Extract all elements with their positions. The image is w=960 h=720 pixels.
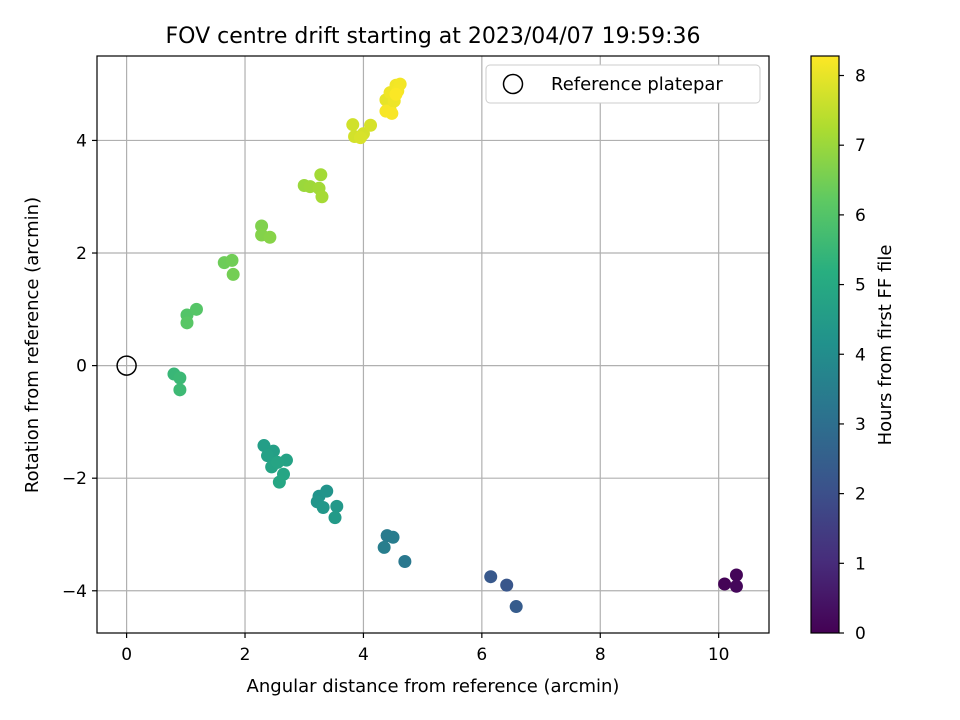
x-tick-label: 6 — [476, 645, 487, 665]
data-point — [330, 499, 344, 513]
colorbar-tick-label: 1 — [855, 554, 866, 574]
y-tick-label: 0 — [76, 357, 87, 377]
data-point — [180, 316, 194, 330]
data-point — [346, 118, 360, 132]
colorbar-label: Hours from first FF file — [875, 245, 896, 446]
data-point — [500, 578, 514, 592]
legend: Reference platepar — [485, 64, 761, 104]
data-point — [189, 302, 203, 316]
data-point — [729, 568, 743, 582]
x-tick-label: 2 — [240, 645, 251, 665]
data-point — [729, 579, 743, 593]
reference-platepar-marker — [116, 355, 137, 376]
colorbar-tick-label: 8 — [855, 67, 866, 87]
data-point — [173, 383, 187, 397]
y-axis-ticks: −4 −2 0 2 4 — [62, 131, 97, 602]
data-point — [261, 449, 275, 463]
data-point — [718, 577, 732, 591]
data-point — [377, 540, 391, 554]
x-tick-label: 0 — [121, 645, 132, 665]
y-tick-label: 2 — [76, 244, 87, 264]
colorbar-tick-label: 4 — [855, 345, 866, 365]
legend-reference-label: Reference platepar — [551, 74, 723, 95]
data-point — [255, 219, 269, 233]
colorbar-tick-label: 7 — [855, 136, 866, 156]
data-point — [353, 131, 367, 145]
data-point — [509, 600, 523, 614]
data-point — [484, 570, 498, 584]
x-tick-label: 10 — [708, 645, 730, 665]
data-point — [316, 500, 330, 514]
data-point — [314, 168, 328, 182]
legend-box — [485, 64, 761, 104]
data-point — [328, 511, 342, 525]
colorbar-tick-label: 3 — [855, 415, 866, 435]
y-tick-label: −2 — [62, 469, 87, 489]
data-point — [364, 118, 378, 132]
data-point — [272, 475, 286, 489]
data-point — [226, 267, 240, 281]
data-point — [315, 190, 329, 204]
plot-frame — [96, 55, 770, 634]
grid-lines — [97, 56, 769, 633]
chart-title: FOV centre drift starting at 2023/04/07 … — [166, 24, 701, 49]
colorbar-tick-label: 6 — [855, 206, 866, 226]
legend-reference-marker — [502, 73, 524, 95]
data-point — [225, 253, 239, 267]
data-point — [386, 530, 400, 544]
x-axis-label: Angular distance from reference (arcmin) — [247, 676, 620, 697]
x-tick-label: 8 — [595, 645, 606, 665]
colorbar-ticks: 0 1 2 3 4 5 6 7 8 — [839, 67, 866, 644]
data-point — [271, 455, 285, 469]
data-point — [263, 230, 277, 244]
x-axis-ticks: 0 2 4 6 8 10 — [121, 633, 729, 665]
data-point — [320, 484, 334, 498]
data-point — [173, 371, 187, 385]
y-axis-label: Rotation from reference (arcmin) — [22, 197, 43, 493]
data-points — [167, 77, 743, 614]
x-tick-label: 4 — [358, 645, 369, 665]
data-point — [257, 439, 271, 453]
data-point — [389, 87, 403, 101]
y-tick-label: 4 — [76, 131, 87, 151]
plot-area — [97, 56, 769, 633]
data-point — [385, 106, 399, 120]
colorbar — [810, 55, 840, 634]
y-tick-label: −4 — [62, 582, 87, 602]
colorbar-tick-label: 2 — [855, 485, 866, 505]
colorbar-tick-label: 5 — [855, 276, 866, 296]
colorbar-tick-label: 0 — [855, 624, 866, 644]
data-point — [398, 555, 412, 569]
